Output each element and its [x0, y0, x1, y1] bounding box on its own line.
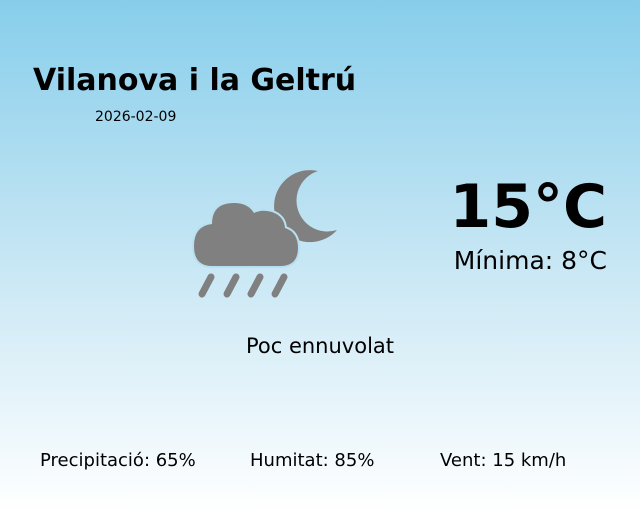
rain-drops-icon [198, 273, 288, 298]
minimum-temperature: Mínima: 8°C [453, 246, 607, 275]
cloud-icon [191, 200, 301, 268]
weather-condition: Poc ennuvolat [245, 334, 395, 358]
current-temperature: 15°C [449, 172, 607, 242]
moon-icon [274, 170, 337, 243]
forecast-date: 2026-02-09 [95, 109, 177, 125]
precipitation-stat: Precipitació: 65% [40, 450, 196, 471]
city-title: Vilanova i la Geltrú [33, 63, 357, 98]
rain-cloud-moon-icon [191, 170, 337, 298]
humidity-stat: Humitat: 85% [250, 450, 375, 471]
wind-stat: Vent: 15 km/h [440, 450, 567, 471]
